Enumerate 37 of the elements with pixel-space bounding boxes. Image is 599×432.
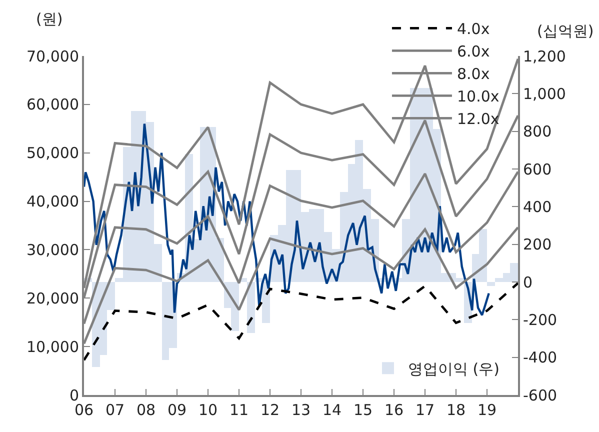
x-tick-label: 07 <box>105 401 125 419</box>
y-tick-label: 70,000 <box>26 47 79 66</box>
y2-tick-label: 600 <box>523 160 552 178</box>
y2-tick-label: 1,000 <box>523 84 566 103</box>
x-tick-label: 12 <box>260 401 280 419</box>
x-tick-label: 18 <box>446 401 466 419</box>
y-axis-title: (원) <box>36 10 63 28</box>
y-tick-label: 40,000 <box>26 192 79 211</box>
x-tick-label: 16 <box>384 401 404 419</box>
x-tick-label: 09 <box>167 401 187 419</box>
y-tick-label: 10,000 <box>26 338 79 356</box>
legend-label: 6.0x <box>456 42 490 61</box>
legend-label: 10.0x <box>456 88 500 106</box>
y2-tick-label: -200 <box>523 310 558 329</box>
y-tick-label: 50,000 <box>26 144 79 162</box>
x-tick-label: 15 <box>353 401 373 419</box>
y-tick-label: 20,000 <box>26 289 79 308</box>
y2-tick-label: 1,200 <box>523 47 566 66</box>
x-tick-label: 17 <box>415 401 435 419</box>
y2-tick-label: -600 <box>523 386 558 404</box>
y2-tick-label: 400 <box>523 198 552 216</box>
x-tick-label: 10 <box>198 401 218 419</box>
legend-label: 영업이익 (우) <box>408 360 500 378</box>
x-tick-label: 08 <box>136 401 156 419</box>
x-tick-label: 19 <box>477 401 497 419</box>
x-tick-label: 13 <box>291 401 311 419</box>
legend-label: 8.0x <box>456 65 490 84</box>
legend-label: 4.0x <box>456 20 490 38</box>
y2-tick-label: 800 <box>523 122 552 141</box>
y-tick-label: 30,000 <box>26 240 79 259</box>
y2-tick-label: -400 <box>523 348 558 367</box>
x-tick-label: 14 <box>322 401 342 419</box>
y2-axis-title: (십억원) <box>537 22 594 40</box>
x-tick-label: 11 <box>229 401 249 419</box>
y2-tick-label: 0 <box>523 273 533 292</box>
y2-tick-label: 200 <box>523 236 552 254</box>
y-tick-label: 60,000 <box>26 96 79 114</box>
